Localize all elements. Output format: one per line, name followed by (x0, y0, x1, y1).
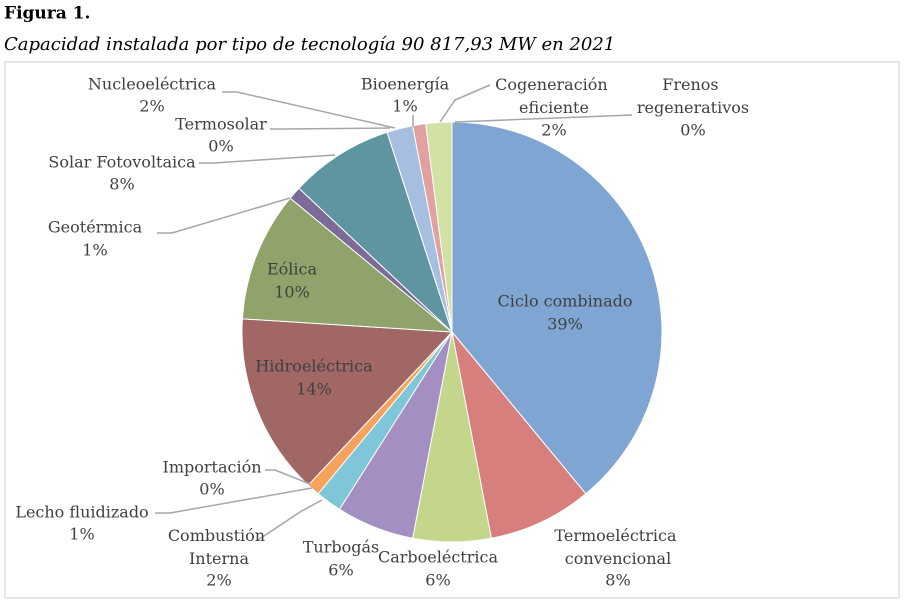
slice-value-label: 2% (206, 571, 231, 590)
leader-line (199, 154, 336, 164)
pie-slice (241, 318, 454, 486)
slice-label: Frenos regenerativos (637, 75, 749, 117)
slice-value-label: 10% (274, 283, 310, 302)
chart-border (4, 61, 900, 599)
slice-label: Importación (163, 458, 262, 477)
slice-label: Termoeléctrica convencional (554, 526, 681, 568)
slice-value-label: 2% (139, 97, 164, 116)
slice-label: Cogeneración eficiente (495, 75, 613, 117)
slice-value-label: 6% (425, 571, 450, 590)
slice-label: Hidroeléctrica (255, 357, 373, 376)
leader-line (157, 197, 291, 234)
slice-label: Carboeléctrica (378, 548, 498, 567)
chart-title: Figura 1. (4, 4, 90, 24)
slice-value-label: 1% (82, 241, 107, 260)
slice-label: Lecho fluidizado (15, 503, 148, 522)
pie-slice (451, 331, 587, 539)
leader-line (265, 469, 311, 485)
slice-label: Ciclo combinado (498, 292, 633, 311)
slice-label: Solar Fotovoltaica (48, 153, 196, 172)
slice-value-label: 6% (328, 561, 353, 580)
slice-value-label: 39% (547, 315, 583, 334)
pie-slice (451, 121, 663, 495)
pie-slice (298, 131, 453, 333)
leader-line (222, 91, 396, 129)
leader-line (454, 114, 633, 123)
slice-label: Termosolar (175, 115, 267, 134)
leader-line (257, 499, 323, 541)
chart-subtitle: Capacidad instalada por tipo de tecnolog… (4, 34, 615, 55)
slice-value-label: 8% (605, 571, 630, 590)
leader-line (155, 487, 313, 514)
slice-label: Bioenergía (361, 75, 450, 94)
slice-value-label: 1% (392, 97, 417, 116)
slice-value-label: 0% (199, 480, 224, 499)
slice-value-label: 0% (680, 121, 705, 140)
pie-slice (241, 197, 454, 333)
slice-label: Eólica (267, 260, 318, 279)
slice-label: Combustión Interna (168, 526, 270, 568)
slice-label: Nucleoeléctrica (88, 75, 217, 94)
slice-value-label: 8% (109, 175, 134, 194)
slice-label: Geotérmica (48, 218, 143, 237)
leader-line (270, 127, 391, 130)
slice-value-label: 2% (541, 121, 566, 140)
slice-value-label: 1% (69, 525, 94, 544)
slice-label: Turbogás (303, 538, 380, 557)
slice-value-label: 0% (208, 137, 233, 156)
slice-value-label: 14% (296, 380, 332, 399)
leader-line (439, 84, 491, 123)
